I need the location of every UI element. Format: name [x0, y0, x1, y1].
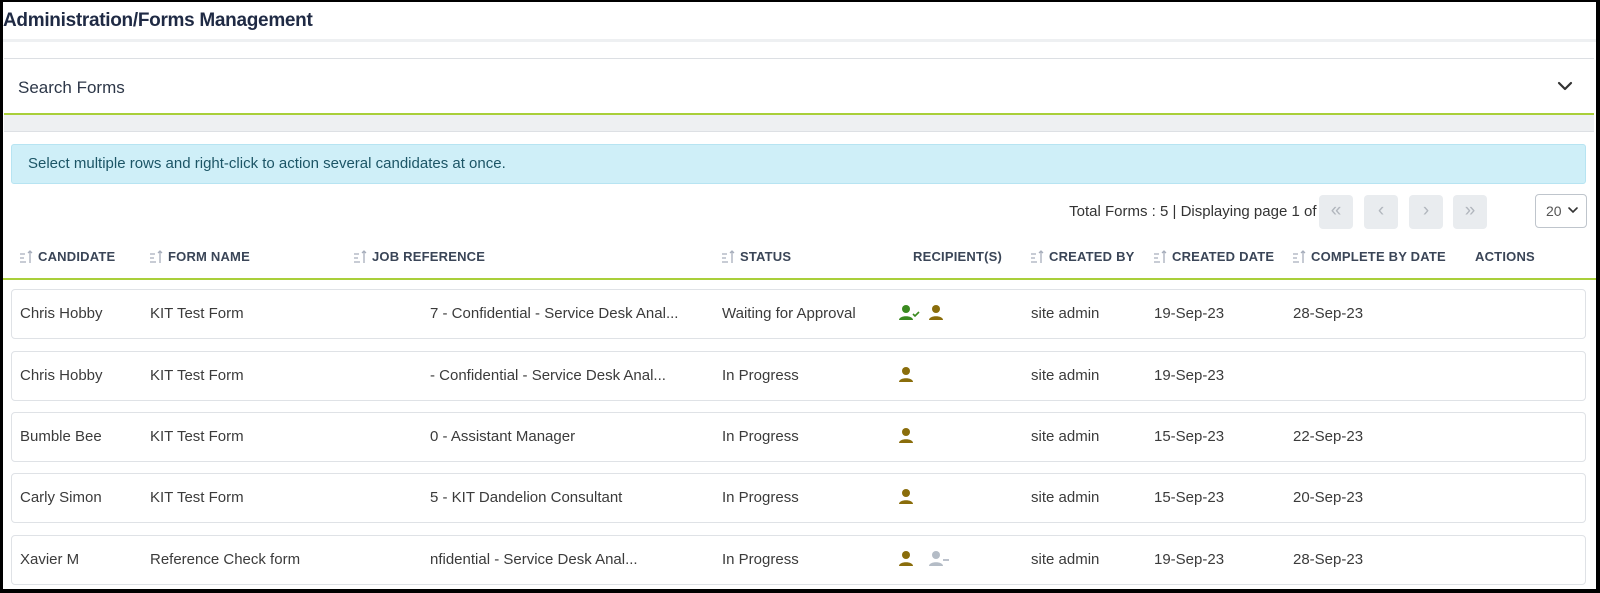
column-header-label: COMPLETE BY DATE — [1311, 249, 1446, 264]
search-forms-panel[interactable]: Search Forms — [4, 58, 1594, 115]
page-size-select[interactable]: 20 — [1535, 194, 1587, 228]
page-title: Administration/Forms Management — [3, 10, 313, 31]
sort-icon[interactable] — [353, 249, 369, 264]
column-header-status[interactable]: STATUS — [721, 249, 791, 264]
form-name-cell: Reference Check form — [150, 551, 301, 568]
person-icon[interactable] — [898, 487, 920, 507]
column-header-form-name[interactable]: FORM NAME — [149, 249, 250, 264]
person-minus-icon[interactable] — [928, 549, 950, 569]
search-forms-title: Search Forms — [18, 78, 125, 97]
table-row[interactable]: Bumble Bee KIT Test Form 0 - Assistant Man… — [11, 412, 1586, 462]
table-header: CANDIDATE FORM NAME JOB REFERENCE STATUS… — [3, 242, 1596, 280]
column-header-label: CREATED BY — [1049, 249, 1135, 264]
created-date-cell: 15-Sep-23 — [1154, 489, 1225, 506]
column-header-label: CREATED DATE — [1172, 249, 1275, 264]
created-by-cell: site admin — [1031, 551, 1100, 568]
column-header-label: RECIPIENT(S) — [913, 249, 1003, 264]
table-row[interactable]: Xavier M Reference Check form nfidential -… — [11, 535, 1586, 585]
chevron-down-icon — [1568, 207, 1578, 214]
column-header-created-by[interactable]: CREATED BY — [1030, 249, 1135, 264]
person-icon[interactable] — [898, 426, 920, 446]
job-reference-cell: 7 - Confidential - Service Desk Anal... — [430, 305, 679, 322]
last-page-button[interactable]: » — [1453, 195, 1487, 229]
status-cell: In Progress — [722, 551, 799, 568]
title-divider — [3, 39, 1596, 42]
forms-management-page: Administration/Forms Management Search F… — [3, 2, 1596, 589]
table-row[interactable]: Carly Simon KIT Test Form 5 - KIT Dandelio… — [11, 473, 1586, 523]
recipients-cell — [898, 549, 950, 569]
complete-by-date-cell: 22-Sep-23 — [1293, 428, 1364, 445]
column-header-label: STATUS — [740, 249, 792, 264]
table-row[interactable]: Chris Hobby KIT Test Form 7 - Confidential… — [11, 289, 1586, 339]
column-header-label: FORM NAME — [168, 249, 250, 264]
status-cell: In Progress — [722, 428, 799, 445]
column-header-label: JOB REFERENCE — [372, 249, 486, 264]
column-header-actions: ACTIONS — [1475, 249, 1535, 264]
sort-icon[interactable] — [1030, 249, 1046, 264]
status-cell: In Progress — [722, 489, 799, 506]
complete-by-date-cell: 28-Sep-23 — [1293, 305, 1364, 322]
panel-separator — [4, 115, 1594, 132]
sort-icon[interactable] — [1292, 249, 1308, 264]
first-page-button[interactable]: « — [1319, 195, 1353, 229]
person-icon[interactable] — [928, 303, 950, 323]
chevron-down-icon[interactable] — [1556, 77, 1574, 95]
column-header-label: CANDIDATE — [38, 249, 116, 264]
form-name-cell: KIT Test Form — [150, 489, 244, 506]
created-date-cell: 19-Sep-23 — [1154, 551, 1225, 568]
form-name-cell: KIT Test Form — [150, 428, 244, 445]
status-cell: In Progress — [722, 367, 799, 384]
candidate-cell: Chris Hobby — [20, 305, 103, 322]
column-header-created-date[interactable]: CREATED DATE — [1153, 249, 1274, 264]
sort-icon[interactable] — [149, 249, 165, 264]
created-by-cell: site admin — [1031, 305, 1100, 322]
candidate-cell: Xavier M — [20, 551, 80, 568]
job-reference-cell: 5 - KIT Dandelion Consultant — [430, 489, 623, 506]
sort-icon[interactable] — [19, 249, 35, 264]
created-date-cell: 19-Sep-23 — [1154, 367, 1225, 384]
sort-icon[interactable] — [721, 249, 737, 264]
complete-by-date-cell: 28-Sep-23 — [1293, 551, 1364, 568]
form-name-cell: KIT Test Form — [150, 367, 244, 384]
created-date-cell: 19-Sep-23 — [1154, 305, 1225, 322]
column-header-complete-by-date[interactable]: COMPLETE BY DATE — [1292, 249, 1446, 264]
sort-icon[interactable] — [1153, 249, 1169, 264]
created-date-cell: 15-Sep-23 — [1154, 428, 1225, 445]
form-name-cell: KIT Test Form — [150, 305, 244, 322]
recipients-cell — [898, 365, 920, 385]
created-by-cell: site admin — [1031, 489, 1100, 506]
column-header-recipients: RECIPIENT(S) — [913, 249, 1002, 264]
person-icon[interactable] — [898, 549, 920, 569]
status-cell: Waiting for Approval — [722, 305, 856, 322]
pagination-info: Total Forms : 5 | Displaying page 1 of 1 — [1069, 203, 1329, 220]
job-reference-cell: - Confidential - Service Desk Anal... — [430, 367, 666, 384]
previous-page-button[interactable]: ‹ — [1364, 195, 1398, 229]
column-header-label: ACTIONS — [1475, 249, 1535, 264]
candidate-cell: Bumble Bee — [20, 428, 102, 445]
column-header-candidate[interactable]: CANDIDATE — [19, 249, 115, 264]
page-size-value: 20 — [1546, 203, 1562, 219]
column-header-job-reference[interactable]: JOB REFERENCE — [353, 249, 485, 264]
created-by-cell: site admin — [1031, 367, 1100, 384]
table-row[interactable]: Chris Hobby KIT Test Form - Confidential -… — [11, 351, 1586, 401]
complete-by-date-cell: 20-Sep-23 — [1293, 489, 1364, 506]
info-alert-text: Select multiple rows and right-click to … — [28, 155, 506, 172]
job-reference-cell: 0 - Assistant Manager — [430, 428, 576, 445]
created-by-cell: site admin — [1031, 428, 1100, 445]
recipients-cell — [898, 426, 920, 446]
candidate-cell: Carly Simon — [20, 489, 102, 506]
next-page-button[interactable]: › — [1409, 195, 1443, 229]
candidate-cell: Chris Hobby — [20, 367, 103, 384]
recipients-cell — [898, 303, 950, 323]
info-alert: Select multiple rows and right-click to … — [11, 144, 1586, 184]
recipients-cell — [898, 487, 920, 507]
person-check-icon[interactable] — [898, 303, 920, 323]
person-icon[interactable] — [898, 365, 920, 385]
job-reference-cell: nfidential - Service Desk Anal... — [430, 551, 638, 568]
